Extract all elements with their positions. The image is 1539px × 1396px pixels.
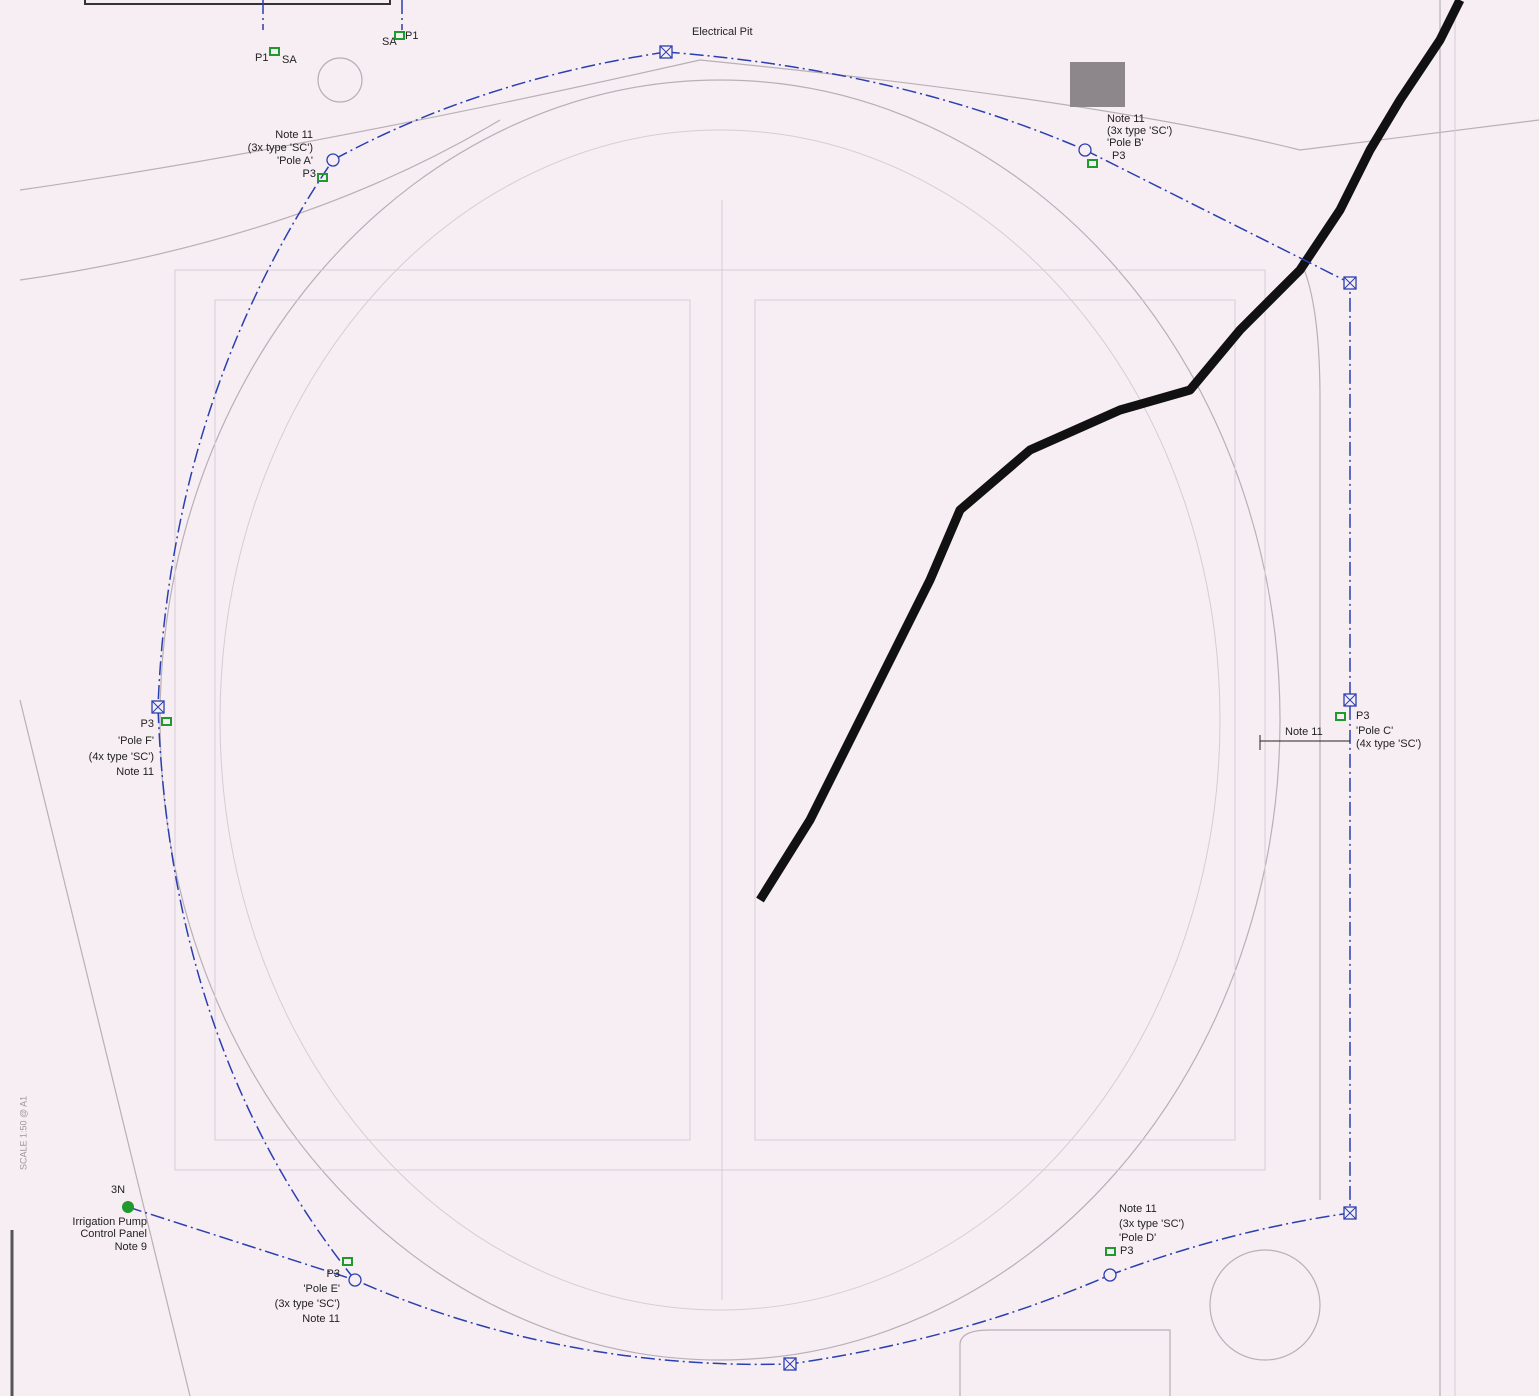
pole-name: 'Pole C' bbox=[1356, 725, 1393, 737]
fittings: (4x type 'SC') bbox=[89, 751, 154, 763]
pole-name: 'Pole D' bbox=[1119, 1232, 1156, 1244]
circuit-label: P3 bbox=[303, 168, 316, 180]
irrigation-label: Control Panel bbox=[80, 1228, 147, 1240]
note: Note 11 bbox=[1107, 113, 1145, 125]
circuit-label: P3 bbox=[1112, 150, 1125, 162]
circuit-label: P1 bbox=[405, 30, 418, 42]
circuit-label: P3 bbox=[327, 1268, 340, 1280]
note: Note 11 bbox=[302, 1313, 340, 1325]
background-linework bbox=[19, 0, 1539, 1396]
circuit-label: P3 bbox=[141, 718, 154, 730]
note: Note 11 bbox=[1285, 726, 1323, 738]
crack bbox=[756, 0, 1465, 903]
fittings: (3x type 'SC') bbox=[275, 1298, 340, 1310]
luminaire-symbols bbox=[122, 31, 1350, 1266]
circuit-label: P3 bbox=[1356, 710, 1369, 722]
pits bbox=[151, 45, 1357, 1371]
note: Note 11 bbox=[116, 766, 154, 778]
circuit-label: 3N bbox=[111, 1184, 125, 1196]
pole-name: 'Pole B' bbox=[1107, 137, 1144, 149]
note: Note 11 bbox=[275, 129, 313, 141]
irrigation-label: Irrigation Pump bbox=[72, 1216, 147, 1228]
circuit-label: P3 bbox=[1120, 1245, 1133, 1257]
irrigation-label: Note 9 bbox=[115, 1241, 147, 1253]
pole-name: 'Pole A' bbox=[277, 155, 313, 167]
fittings: (4x type 'SC') bbox=[1356, 738, 1421, 750]
fittings: (3x type 'SC') bbox=[1107, 125, 1172, 137]
fittings: (3x type 'SC') bbox=[248, 142, 313, 154]
pole-name: 'Pole E' bbox=[303, 1283, 340, 1295]
circuit-label: P1 bbox=[255, 52, 268, 64]
switch-label: SA bbox=[282, 54, 297, 66]
scale-note: SCALE 1:50 @ A1 bbox=[18, 1096, 28, 1170]
fittings: (3x type 'SC') bbox=[1119, 1218, 1184, 1230]
pole-name: 'Pole F' bbox=[118, 735, 154, 747]
note: Note 11 bbox=[1119, 1203, 1157, 1215]
switch-label: SA bbox=[382, 36, 397, 48]
pit-label: Electrical Pit bbox=[692, 26, 753, 38]
cable-route bbox=[127, 0, 1351, 1366]
